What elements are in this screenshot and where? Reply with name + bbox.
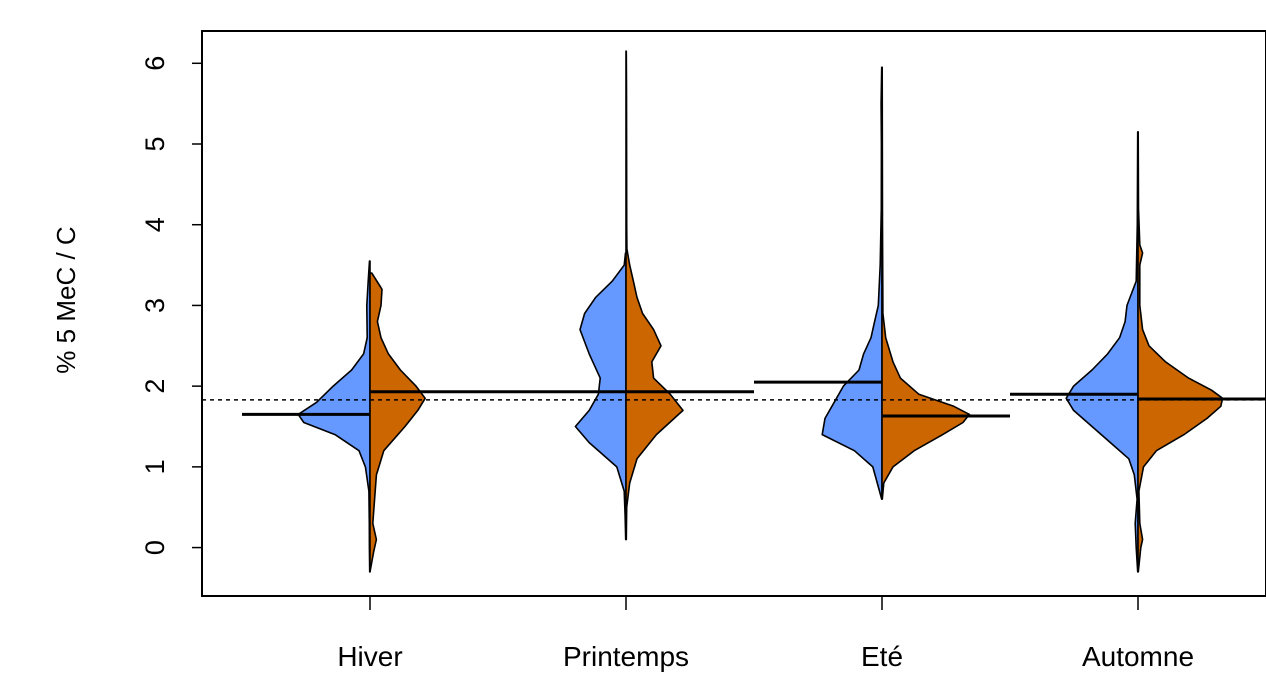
violin-left-0 [297, 260, 371, 573]
y-tick-label-5: 5 [140, 136, 170, 151]
violin-left-2 [821, 66, 883, 500]
x-category-label-1: Printemps [563, 641, 689, 672]
violin-left-1 [574, 252, 627, 541]
median-lines [242, 380, 1266, 418]
violins [297, 50, 1224, 573]
x-axis: Hiver Printemps Eté Automne [337, 596, 1194, 672]
y-tick-label-4: 4 [140, 217, 170, 232]
x-category-label-0: Hiver [337, 641, 402, 672]
y-axis-title: % 5 MeC / C [51, 226, 81, 373]
y-axis: 0 1 2 3 4 5 6 [140, 56, 202, 555]
violin-right-3 [1137, 131, 1224, 573]
violin-right-0 [369, 272, 426, 573]
violin-left-3 [1065, 131, 1139, 573]
y-tick-label-0: 0 [140, 540, 170, 555]
violin-right-2 [881, 66, 971, 500]
x-category-label-2: Eté [861, 641, 903, 672]
y-tick-label-2: 2 [140, 379, 170, 394]
y-tick-label-3: 3 [140, 298, 170, 313]
y-tick-label-1: 1 [140, 459, 170, 474]
plot-frame [201, 30, 1266, 597]
violin-right-1 [625, 50, 684, 541]
x-category-label-3: Automne [1082, 641, 1194, 672]
y-tick-label-6: 6 [140, 56, 170, 71]
